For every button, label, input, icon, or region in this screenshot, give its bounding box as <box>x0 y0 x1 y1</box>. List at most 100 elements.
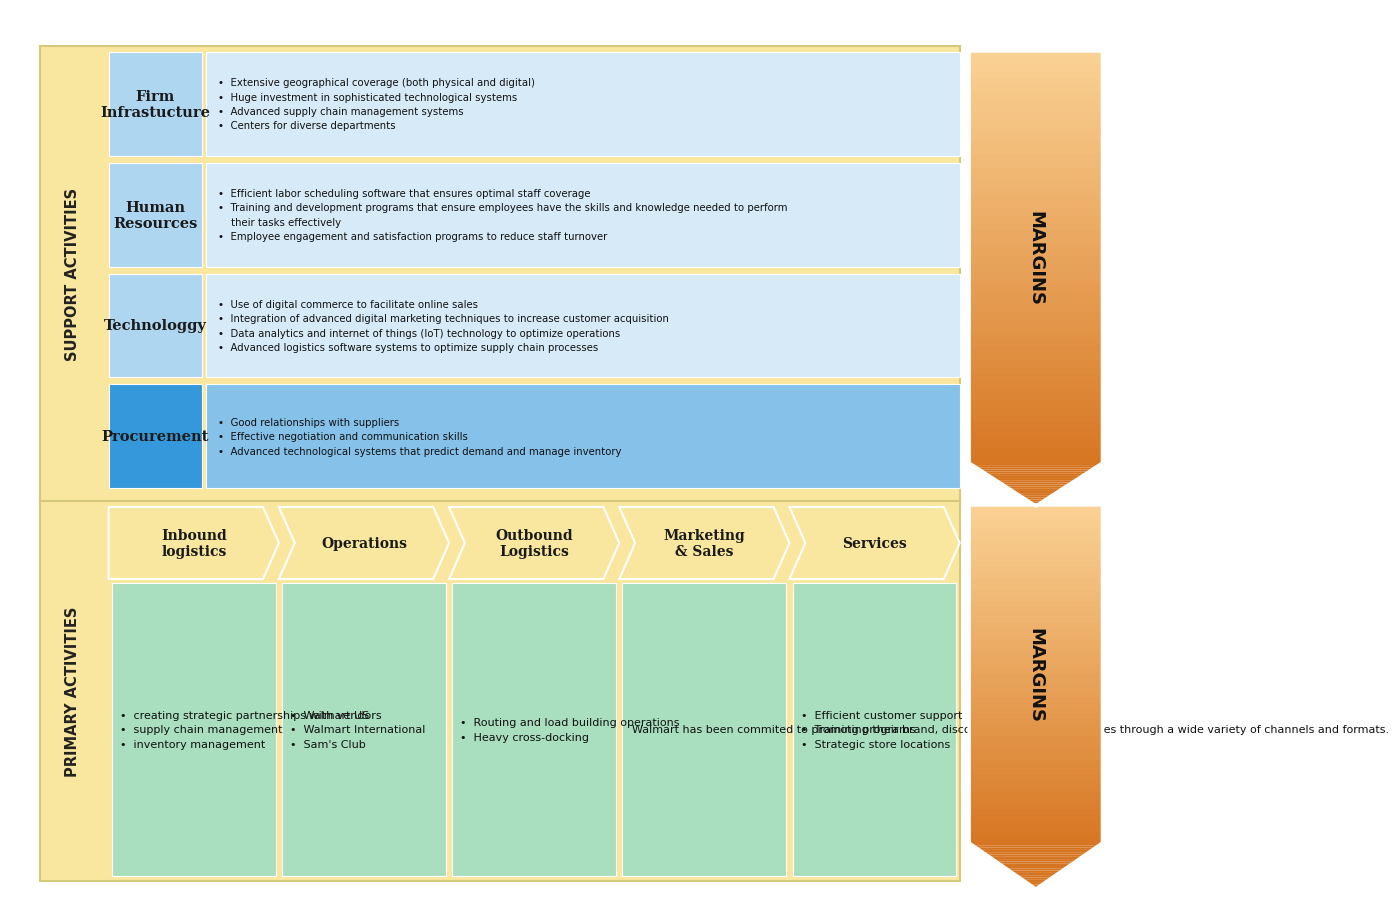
Polygon shape <box>969 747 1102 753</box>
FancyBboxPatch shape <box>109 53 202 157</box>
FancyBboxPatch shape <box>109 164 202 267</box>
Polygon shape <box>969 169 1102 176</box>
Polygon shape <box>969 100 1102 107</box>
Polygon shape <box>969 381 1102 388</box>
Polygon shape <box>969 798 1102 804</box>
Polygon shape <box>995 481 1075 483</box>
Polygon shape <box>969 674 1102 680</box>
Polygon shape <box>969 596 1102 601</box>
Polygon shape <box>969 781 1102 787</box>
Polygon shape <box>969 736 1102 742</box>
Polygon shape <box>969 340 1102 347</box>
Polygon shape <box>969 182 1102 189</box>
Polygon shape <box>969 697 1102 702</box>
Polygon shape <box>969 189 1102 196</box>
Polygon shape <box>619 507 790 579</box>
Polygon shape <box>969 506 1102 511</box>
FancyBboxPatch shape <box>452 583 616 876</box>
Polygon shape <box>990 857 1082 859</box>
Polygon shape <box>983 853 1089 855</box>
Polygon shape <box>969 450 1102 456</box>
Polygon shape <box>979 850 1092 853</box>
Polygon shape <box>969 550 1102 556</box>
Polygon shape <box>969 713 1102 720</box>
Polygon shape <box>969 793 1102 798</box>
Polygon shape <box>1022 880 1049 882</box>
Polygon shape <box>1000 864 1072 866</box>
FancyBboxPatch shape <box>109 384 202 488</box>
Polygon shape <box>969 120 1102 128</box>
Polygon shape <box>993 859 1079 862</box>
Polygon shape <box>969 79 1102 87</box>
Polygon shape <box>969 658 1102 663</box>
Polygon shape <box>969 251 1102 258</box>
Polygon shape <box>969 809 1102 815</box>
Polygon shape <box>969 66 1102 73</box>
Polygon shape <box>969 423 1102 429</box>
FancyBboxPatch shape <box>792 583 956 876</box>
Polygon shape <box>969 409 1102 415</box>
Polygon shape <box>1002 485 1070 487</box>
Text: Procurement: Procurement <box>102 430 209 444</box>
Polygon shape <box>1005 868 1065 871</box>
Polygon shape <box>969 429 1102 436</box>
Polygon shape <box>279 507 449 579</box>
Polygon shape <box>969 635 1102 640</box>
Text: •  Walmart US
•  Walmart International
•  Sam's Club: • Walmart US • Walmart International • S… <box>290 710 426 750</box>
Polygon shape <box>969 517 1102 522</box>
Polygon shape <box>969 367 1102 374</box>
Polygon shape <box>969 107 1102 114</box>
Text: •  Efficient labor scheduling software that ensures optimal staff coverage
•  Tr: • Efficient labor scheduling software th… <box>218 189 788 242</box>
Polygon shape <box>969 415 1102 423</box>
Text: •  Routing and load building operations
•  Heavy cross-docking: • Routing and load building operations •… <box>461 717 679 742</box>
Polygon shape <box>109 507 279 579</box>
Polygon shape <box>969 155 1102 161</box>
Polygon shape <box>969 680 1102 685</box>
Polygon shape <box>969 742 1102 747</box>
Polygon shape <box>1029 502 1043 505</box>
Polygon shape <box>969 161 1102 169</box>
Polygon shape <box>969 217 1102 223</box>
Polygon shape <box>969 394 1102 402</box>
Polygon shape <box>969 244 1102 251</box>
Polygon shape <box>1022 497 1049 500</box>
Polygon shape <box>969 556 1102 562</box>
Text: •  Good relationships with suppliers
•  Effective negotiation and communication : • Good relationships with suppliers • Ef… <box>218 417 622 456</box>
Text: Technologgy: Technologgy <box>104 319 207 333</box>
Text: SUPPORT ACTIVITIES: SUPPORT ACTIVITIES <box>64 188 80 361</box>
Polygon shape <box>986 475 1086 476</box>
Polygon shape <box>979 470 1092 472</box>
Polygon shape <box>1005 487 1065 489</box>
Polygon shape <box>1009 871 1063 873</box>
Text: Marketing
& Sales: Marketing & Sales <box>664 528 745 558</box>
Polygon shape <box>969 607 1102 612</box>
Polygon shape <box>969 306 1102 312</box>
Polygon shape <box>969 312 1102 320</box>
Polygon shape <box>969 333 1102 340</box>
Polygon shape <box>969 388 1102 394</box>
Polygon shape <box>969 534 1102 539</box>
Polygon shape <box>969 93 1102 100</box>
FancyBboxPatch shape <box>39 501 959 881</box>
Text: PRIMARY ACTIVITIES: PRIMARY ACTIVITIES <box>64 606 80 776</box>
Polygon shape <box>969 320 1102 326</box>
Polygon shape <box>969 753 1102 759</box>
Polygon shape <box>969 573 1102 578</box>
Polygon shape <box>969 361 1102 367</box>
Polygon shape <box>969 691 1102 697</box>
FancyBboxPatch shape <box>206 164 959 267</box>
Text: Human
Resources: Human Resources <box>113 200 197 230</box>
Polygon shape <box>969 237 1102 244</box>
Polygon shape <box>969 456 1102 464</box>
Text: •  Use of digital commerce to facilitate online sales
•  Integration of advanced: • Use of digital commerce to facilitate … <box>218 300 669 353</box>
Text: MARGINS: MARGINS <box>1026 627 1044 722</box>
Polygon shape <box>1032 886 1039 889</box>
Polygon shape <box>969 584 1102 589</box>
FancyBboxPatch shape <box>206 274 959 378</box>
Text: Walmart has been commited to promoting their brand, discounts, deals, and packag: Walmart has been commited to promoting t… <box>631 725 1389 734</box>
Polygon shape <box>790 507 959 579</box>
Polygon shape <box>969 702 1102 708</box>
FancyBboxPatch shape <box>109 274 202 378</box>
Polygon shape <box>969 669 1102 674</box>
Polygon shape <box>969 353 1102 361</box>
